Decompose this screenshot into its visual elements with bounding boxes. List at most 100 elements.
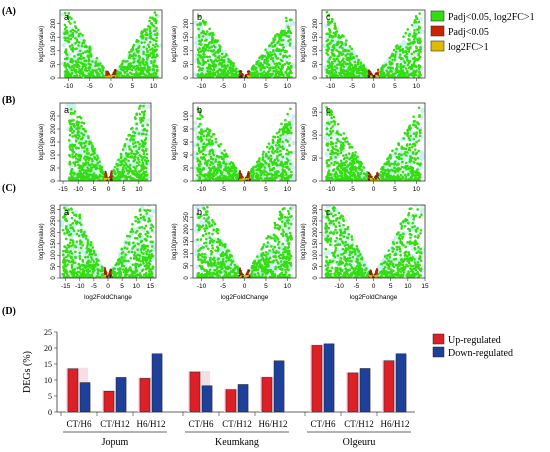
x-tick-label: 10 xyxy=(284,283,292,290)
y-tick-label: 100 xyxy=(184,110,190,121)
x-tick-label: 5 xyxy=(264,186,268,193)
y-tick-label: 100 xyxy=(184,248,190,259)
subplot-letter: a xyxy=(64,12,69,22)
bar-category-label: CT/H6 xyxy=(66,419,92,429)
x-axis-label: log2FoldChange xyxy=(84,294,132,301)
y-tick-label: 250 xyxy=(313,215,319,226)
y-tick-label: 150 xyxy=(184,32,190,43)
x-tick-label: 10 xyxy=(284,83,292,90)
y-tick-label: 200 xyxy=(313,227,319,238)
x-tick-label: 5 xyxy=(130,83,134,90)
y-tick-label: 100 xyxy=(51,45,57,56)
y-tick-label: 100 xyxy=(313,129,319,140)
y-tick-label: 100 xyxy=(51,250,57,261)
y-tick-label: 100 xyxy=(51,149,57,160)
subplot-letter: a xyxy=(64,207,69,217)
y-tick-label: 100 xyxy=(313,250,319,261)
y-axis-label: log10(pvalue) xyxy=(39,124,45,160)
bar-category-label: H6/H12 xyxy=(137,419,166,429)
volcano-points xyxy=(60,11,162,78)
x-tick-label: 10 xyxy=(133,283,141,290)
x-tick-label: 10 xyxy=(413,83,421,90)
bar-y-tick-label: 15 xyxy=(44,360,52,369)
x-tick-label: -5 xyxy=(91,283,97,290)
x-tick-label: 5 xyxy=(122,186,126,193)
y-tick-label: 200 xyxy=(51,123,57,134)
x-tick-label: -5 xyxy=(87,83,93,90)
volcano-points xyxy=(193,205,295,278)
y-tick-label: 80 xyxy=(184,125,190,132)
subplot-letter: a xyxy=(64,105,69,115)
x-tick-label: -5 xyxy=(90,186,96,193)
y-tick-label: 50 xyxy=(51,164,57,171)
bar-up xyxy=(67,368,79,413)
y-tick-label: 300 xyxy=(313,204,319,215)
x-tick-label: 0 xyxy=(372,186,376,193)
bar-up xyxy=(189,371,201,413)
x-tick-label: 15 xyxy=(147,283,155,290)
x-tick-label: -5 xyxy=(220,186,226,193)
legend-label-fc: log2FC>1 xyxy=(448,42,489,53)
x-tick-label: -15 xyxy=(61,283,71,290)
bar-legend-swatch xyxy=(432,333,445,345)
y-tick-label: 150 xyxy=(184,236,190,247)
y-tick-label: 0 xyxy=(313,179,319,183)
x-tick-label: 5 xyxy=(264,83,268,90)
x-tick-label: -5 xyxy=(349,83,355,90)
y-tick-label: 100 xyxy=(313,45,319,56)
x-tick-label: 0 xyxy=(106,283,110,290)
x-tick-label: -10 xyxy=(75,283,85,290)
y-tick-label: 200 xyxy=(184,18,190,29)
x-tick-label: 0 xyxy=(243,83,247,90)
panel-label-c: (C) xyxy=(2,183,16,194)
subplot-letter: c xyxy=(326,207,331,217)
x-tick-label: 10 xyxy=(135,186,143,193)
bar-y-tick-label: 20 xyxy=(44,344,52,353)
bar-down xyxy=(151,353,163,413)
bar-category-label: CT/H6 xyxy=(310,419,336,429)
volcano-points xyxy=(323,106,425,181)
bar-legend-label: Down-regulated xyxy=(448,348,513,359)
x-axis-label: log2FoldChange xyxy=(350,294,398,301)
subplot-letter: c xyxy=(326,12,331,22)
legend-label-sig-fc: Padj<0.05, log2FC>1 xyxy=(448,12,535,23)
x-tick-label: 10 xyxy=(150,83,158,90)
volcano-C-c: c-10 -5 0 5 10 15050100150200250300log10(pval… xyxy=(301,204,429,301)
bar-category-label: CT/H6 xyxy=(188,419,214,429)
bar-category-label: CT/H12 xyxy=(100,419,130,429)
x-tick-label: 5 xyxy=(393,83,397,90)
bar-category-label: CT/H12 xyxy=(222,419,252,429)
y-tick-label: 50 xyxy=(313,263,319,270)
y-tick-label: 150 xyxy=(51,136,57,147)
y-axis-label: log10(pvalue) xyxy=(301,124,307,160)
y-tick-label: 40 xyxy=(184,151,190,158)
volcano-points xyxy=(193,15,296,78)
bar-y-tick-label: 0 xyxy=(48,408,52,417)
y-axis-label: log10(pvalue) xyxy=(172,124,178,160)
bar-down xyxy=(359,368,371,413)
bar-down xyxy=(395,353,407,413)
y-tick-label: 250 xyxy=(51,110,57,121)
y-tick-label: 50 xyxy=(51,263,57,270)
bar-up xyxy=(311,345,323,413)
x-axis-label: log2FoldChange xyxy=(221,294,269,301)
y-tick-label: 150 xyxy=(313,32,319,43)
panel-label-b: (B) xyxy=(2,95,15,106)
bar-category-label: CT/H12 xyxy=(344,419,374,429)
bar-y-axis-label: DEGs (%) xyxy=(22,351,33,393)
x-tick-label: 5 xyxy=(393,186,397,193)
y-axis-label: log10(pvalue) xyxy=(172,223,178,259)
x-tick-label: -10 xyxy=(73,186,83,193)
subplot-letter: b xyxy=(197,12,202,22)
y-tick-label: 0 xyxy=(184,276,190,280)
y-tick-label: 100 xyxy=(184,45,190,56)
x-tick-label: -5 xyxy=(353,283,359,290)
volcano-legend: Padj<0.05, log2FC>1 Padj<0.05 log2FC>1 xyxy=(430,10,535,53)
y-tick-label: 0 xyxy=(184,76,190,80)
x-tick-label: -10 xyxy=(197,186,207,193)
y-axis-label: log10(pvalue) xyxy=(301,26,307,62)
